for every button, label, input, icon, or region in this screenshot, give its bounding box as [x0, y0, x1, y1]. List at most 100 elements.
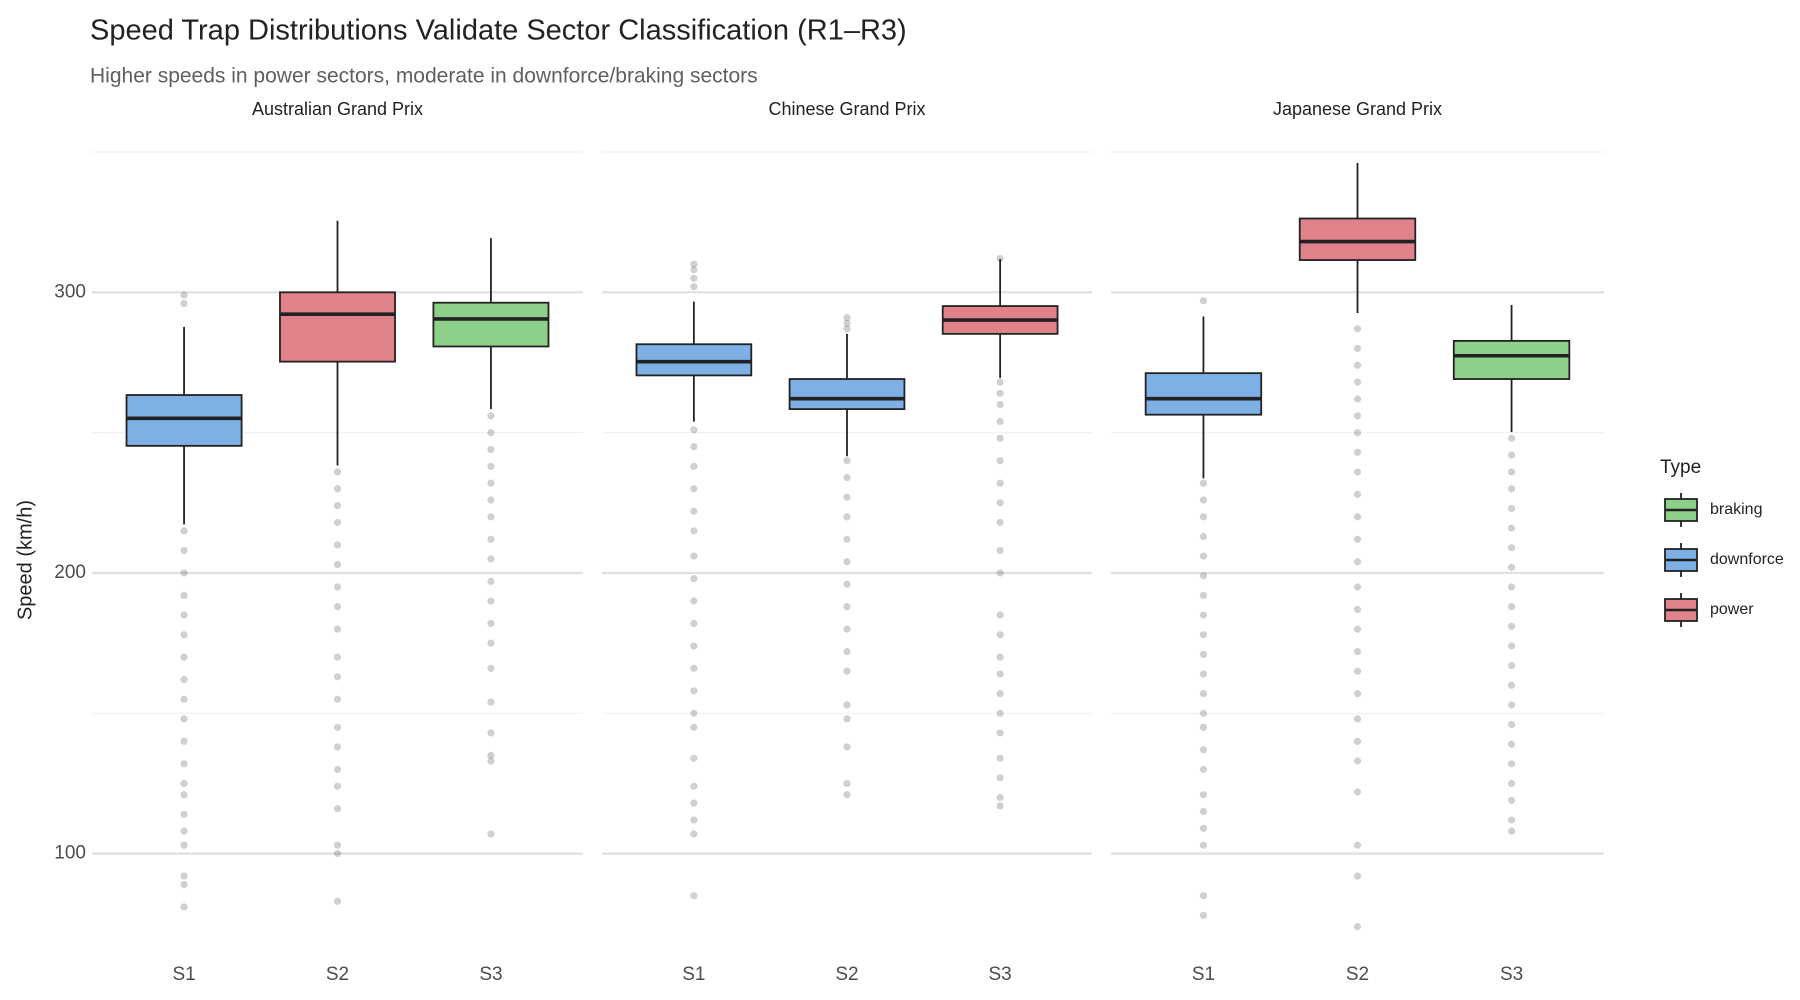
- outlier: [333, 897, 342, 905]
- outlier: [690, 709, 698, 717]
- outlier: [1507, 796, 1516, 804]
- outlier: [487, 513, 495, 521]
- outlier: [180, 791, 188, 799]
- facet-title: Japanese Grand Prix: [1273, 99, 1442, 119]
- outlier: [487, 496, 495, 504]
- outlier: [1353, 667, 1362, 675]
- outlier: [180, 810, 188, 818]
- outlier: [487, 664, 495, 672]
- outlier: [843, 493, 851, 501]
- outlier: [1353, 378, 1362, 386]
- outlier: [487, 412, 495, 420]
- outlier: [1199, 807, 1208, 816]
- outlier: [1353, 757, 1362, 765]
- outlier: [843, 647, 851, 656]
- outlier: [180, 591, 188, 600]
- outlier: [843, 535, 851, 543]
- outlier: [1353, 344, 1362, 353]
- outlier: [487, 555, 495, 563]
- outlier: [487, 597, 495, 605]
- outlier: [690, 664, 698, 672]
- outlier: [1199, 791, 1208, 799]
- outlier: [487, 535, 495, 543]
- legend-title: Type: [1660, 457, 1701, 478]
- outlier: [180, 631, 188, 639]
- outlier: [1353, 535, 1362, 543]
- outlier: [1353, 513, 1362, 521]
- outlier: [843, 603, 851, 611]
- outlier: [487, 729, 495, 737]
- outlier: [843, 319, 851, 327]
- outlier: [690, 816, 698, 824]
- x-tick-label: S3: [989, 964, 1012, 985]
- outlier: [690, 892, 698, 900]
- box: [125, 394, 243, 447]
- outlier: [1353, 690, 1362, 698]
- x-tick-label: S2: [326, 964, 349, 985]
- y-tick-label: 300: [54, 281, 86, 302]
- outlier: [1199, 496, 1208, 504]
- outlier: [1353, 490, 1362, 498]
- outlier: [1507, 603, 1516, 611]
- outlier: [1507, 622, 1516, 630]
- outlier: [690, 462, 698, 470]
- x-tick-label: S3: [479, 964, 502, 985]
- box: [635, 343, 753, 377]
- outlier: [1199, 709, 1208, 717]
- outlier: [333, 603, 342, 611]
- outlier: [487, 757, 495, 765]
- x-tick-label: S2: [835, 964, 858, 985]
- outlier: [1507, 485, 1516, 493]
- outlier: [1199, 591, 1208, 600]
- outlier: [333, 743, 342, 751]
- outlier: [1199, 841, 1208, 849]
- outlier: [690, 507, 698, 515]
- box: [432, 301, 550, 348]
- legend-label: power: [1710, 601, 1754, 618]
- y-axis-label: Speed (km/h): [14, 500, 36, 620]
- outlier: [487, 698, 495, 706]
- outlier: [1353, 715, 1362, 723]
- outlier: [333, 653, 342, 661]
- outlier: [1507, 434, 1516, 442]
- chart-subtitle: Higher speeds in power sectors, moderate…: [90, 65, 758, 88]
- outlier: [1353, 922, 1362, 931]
- outlier: [690, 597, 698, 605]
- y-tick-label: 200: [54, 562, 86, 583]
- outlier: [1199, 892, 1208, 900]
- x-tick-label: S3: [1500, 964, 1523, 985]
- outlier: [1199, 911, 1208, 919]
- outlier: [996, 774, 1004, 782]
- x-tick-label: S1: [172, 964, 195, 985]
- outlier: [1199, 611, 1208, 619]
- outlier: [1507, 779, 1516, 788]
- outlier: [996, 802, 1004, 810]
- outlier: [333, 765, 342, 774]
- outlier: [333, 805, 342, 813]
- outlier: [843, 715, 851, 723]
- chart-title: Speed Trap Distributions Validate Sector…: [90, 15, 907, 47]
- outlier: [1353, 468, 1362, 476]
- outlier: [996, 754, 1004, 762]
- outlier: [690, 266, 698, 274]
- outlier: [690, 830, 698, 838]
- outlier: [180, 653, 188, 661]
- outlier: [996, 457, 1004, 465]
- outlier: [180, 737, 188, 745]
- outlier: [843, 625, 851, 633]
- outlier: [996, 569, 1004, 577]
- x-tick-label: S1: [682, 964, 705, 985]
- outlier: [333, 560, 342, 569]
- outlier: [1353, 361, 1362, 369]
- legend-label: downforce: [1710, 551, 1784, 568]
- box: [1298, 217, 1417, 261]
- outlier: [996, 611, 1004, 619]
- outlier: [487, 462, 495, 470]
- outlier: [996, 653, 1004, 661]
- outlier: [1507, 504, 1516, 513]
- outlier: [690, 485, 698, 493]
- outlier: [333, 485, 342, 493]
- outlier: [333, 468, 342, 476]
- outlier: [1353, 647, 1362, 656]
